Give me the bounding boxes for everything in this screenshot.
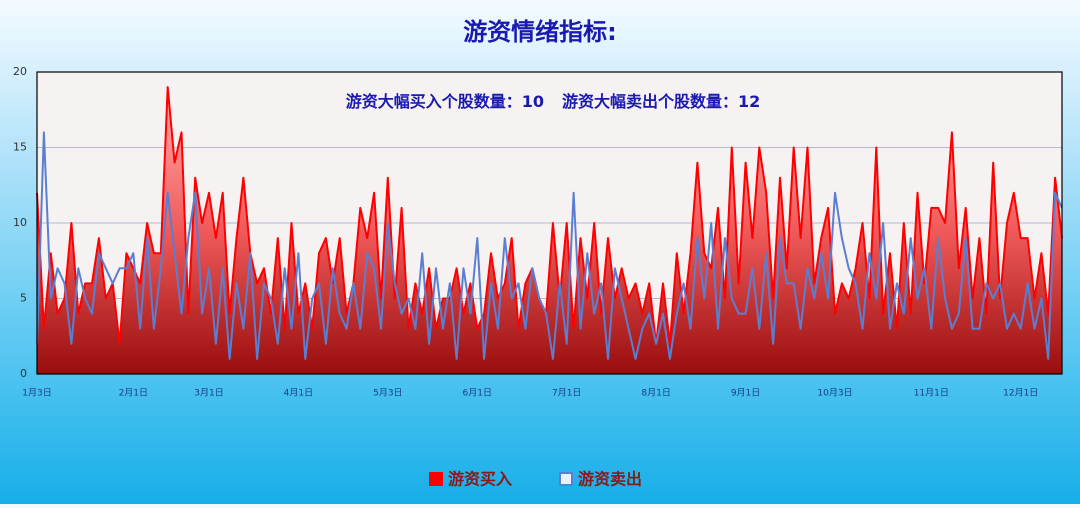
- y-tick-label: 20: [13, 65, 27, 78]
- area-line: [36, 86, 1063, 345]
- annotation-text: 游资大幅卖出个股数量：12: [562, 92, 760, 111]
- x-tick-label: 2月1日: [119, 388, 148, 399]
- annotation-text: 游资大幅买入个股数量：10: [346, 92, 544, 111]
- legend-label: 游资买入: [448, 470, 512, 489]
- x-tick-label: 12月1日: [1003, 388, 1038, 399]
- x-tick-label: 10月3日: [817, 388, 852, 399]
- x-tick-label: 3月1日: [194, 388, 223, 399]
- x-tick-label: 9月1日: [731, 388, 760, 399]
- x-tick-label: 5月3日: [373, 388, 402, 399]
- legend-swatch: [429, 472, 443, 486]
- legend-label: 游资卖出: [578, 470, 642, 489]
- y-tick-label: 15: [13, 141, 27, 154]
- legend-swatch: [559, 472, 573, 486]
- x-tick-label: 1月3日: [22, 388, 51, 399]
- y-tick-label: 10: [13, 216, 27, 229]
- line: [36, 131, 1063, 360]
- x-tick-label: 8月1日: [641, 388, 670, 399]
- annotation: 游资大幅买入个股数量：10 游资大幅卖出个股数量：12: [346, 92, 761, 111]
- y-tick-label: 5: [20, 292, 27, 305]
- x-tick-label: 7月1日: [552, 388, 581, 399]
- plot-border: [36, 71, 1063, 375]
- chart-title: 游资情绪指标:: [463, 18, 617, 46]
- x-tick-label: 11月1日: [914, 388, 949, 399]
- x-tick-label: 4月1日: [284, 388, 313, 399]
- y-tick-label: 0: [20, 367, 27, 380]
- x-tick-label: 6月1日: [463, 388, 492, 399]
